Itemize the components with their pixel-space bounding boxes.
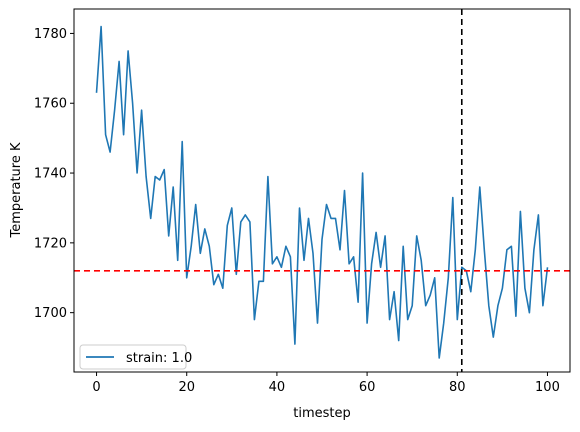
x-tick-label: 60 (359, 380, 376, 395)
plot-frame (73, 8, 571, 373)
legend-box (79, 344, 187, 370)
y-axis-label: Temperature K (9, 142, 24, 238)
x-axis-label: timestep (293, 406, 351, 421)
legend: strain: 1.0 (79, 344, 192, 370)
y-tick-label: 1700 (34, 306, 67, 321)
x-tick-label: 40 (269, 380, 286, 395)
legend-label: strain: 1.0 (126, 351, 192, 366)
x-tick-label: 80 (449, 380, 466, 395)
y-tick-label: 1720 (34, 236, 67, 251)
y-axis-ticks: 1700 1720 1740 1760 1780 (34, 27, 74, 321)
reference-lines (74, 9, 570, 372)
x-tick-label: 0 (92, 380, 100, 395)
series-layer (95, 25, 549, 359)
y-tick-label: 1780 (34, 27, 67, 42)
y-tick-label: 1760 (34, 97, 67, 112)
x-tick-label: 20 (178, 380, 195, 395)
plot-area (74, 9, 570, 372)
y-tick-label: 1740 (34, 167, 67, 182)
x-tick-label: 100 (535, 380, 560, 395)
x-axis-ticks: 0 20 40 60 80 100 (92, 372, 560, 395)
series-line-0 (95, 25, 549, 359)
